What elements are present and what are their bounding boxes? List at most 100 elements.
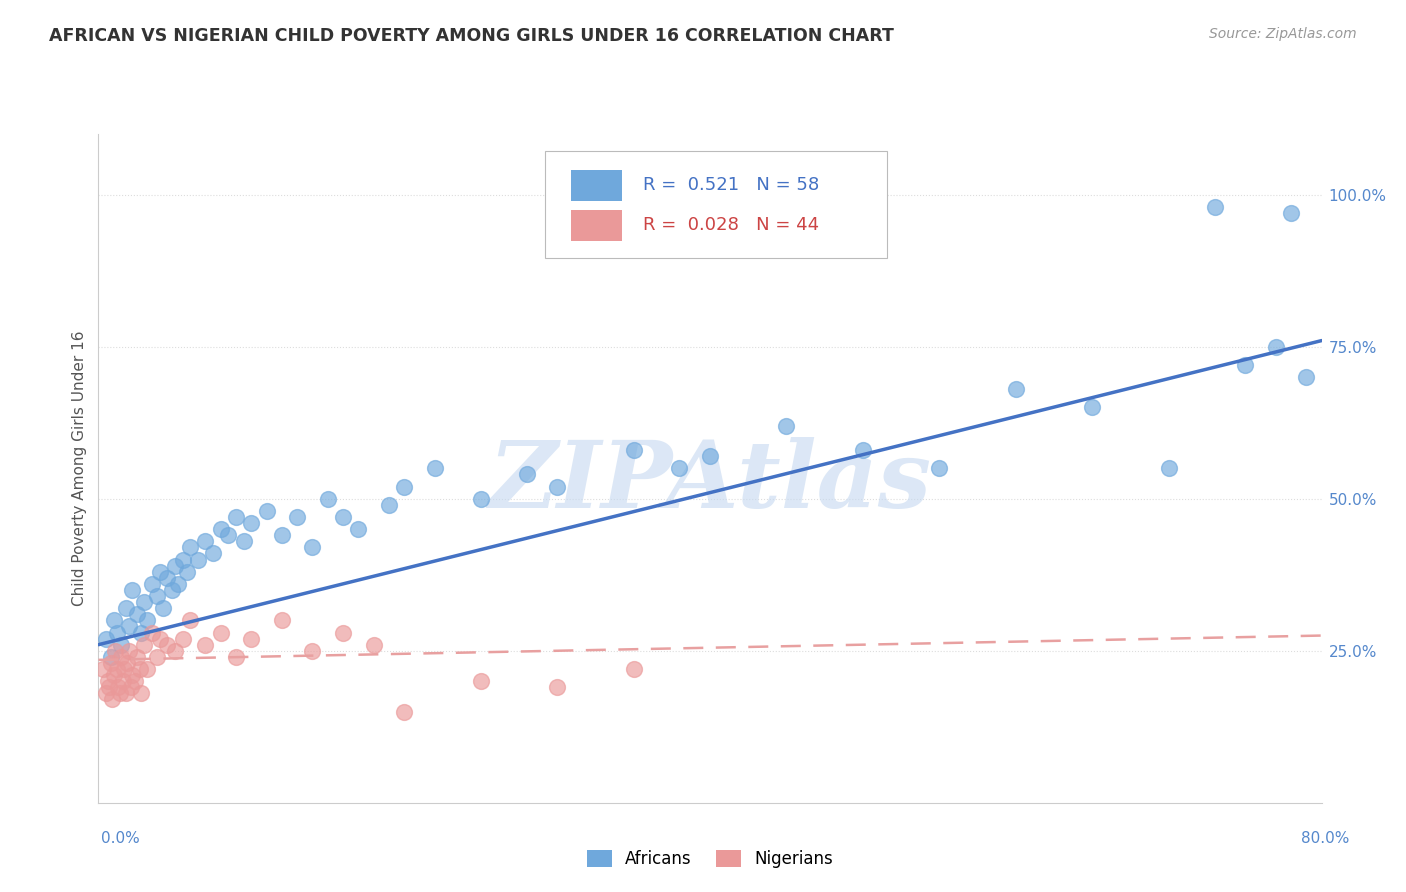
Point [256, 504, 278, 518]
Point [1157, 461, 1180, 475]
Point [1279, 206, 1302, 220]
Text: R =  0.028   N = 44: R = 0.028 N = 44 [643, 217, 818, 235]
Point [117, 656, 139, 670]
Point [232, 534, 254, 549]
Y-axis label: Child Poverty Among Girls Under 16: Child Poverty Among Girls Under 16 [72, 331, 87, 606]
Point [129, 686, 152, 700]
Point [94, 632, 117, 646]
Point [156, 571, 179, 585]
Point [134, 638, 156, 652]
Point [97, 674, 120, 689]
Point [332, 625, 354, 640]
Point [285, 510, 308, 524]
Point [623, 662, 645, 676]
Point [852, 443, 875, 458]
Point [124, 674, 146, 689]
Point [134, 595, 156, 609]
Point [118, 619, 141, 633]
Point [775, 418, 797, 433]
Point [1234, 358, 1257, 372]
Point [378, 498, 401, 512]
Point [112, 662, 135, 676]
Point [301, 644, 323, 658]
Point [172, 552, 194, 566]
Point [163, 644, 186, 658]
FancyBboxPatch shape [571, 170, 621, 201]
Point [149, 632, 172, 646]
Point [121, 582, 143, 597]
Point [103, 613, 125, 627]
Point [110, 638, 132, 652]
Point [179, 613, 201, 627]
Point [125, 649, 148, 664]
Point [546, 479, 568, 493]
Point [145, 649, 167, 664]
Point [141, 625, 163, 640]
Point [546, 680, 568, 694]
Point [332, 510, 354, 524]
Point [118, 644, 141, 658]
Point [470, 491, 492, 506]
Text: 0.0%: 0.0% [101, 831, 141, 846]
Point [699, 449, 721, 463]
Point [141, 577, 163, 591]
Point [270, 613, 294, 627]
Point [136, 662, 159, 676]
Text: AFRICAN VS NIGERIAN CHILD POVERTY AMONG GIRLS UNDER 16 CORRELATION CHART: AFRICAN VS NIGERIAN CHILD POVERTY AMONG … [49, 27, 894, 45]
Point [110, 649, 132, 664]
Point [240, 632, 263, 646]
Point [316, 491, 339, 506]
Point [111, 674, 134, 689]
FancyBboxPatch shape [546, 151, 887, 258]
Point [363, 638, 385, 652]
Point [98, 680, 121, 694]
Point [167, 577, 190, 591]
Point [1295, 370, 1317, 384]
Point [209, 625, 232, 640]
Point [120, 680, 142, 694]
Point [423, 461, 446, 475]
Point [103, 668, 125, 682]
Point [516, 467, 538, 482]
Point [115, 686, 138, 700]
Point [128, 662, 150, 676]
Point [100, 656, 122, 670]
Point [176, 565, 198, 579]
Point [225, 510, 247, 524]
Point [105, 662, 128, 676]
Point [94, 686, 117, 700]
Text: Source: ZipAtlas.com: Source: ZipAtlas.com [1209, 27, 1357, 41]
Point [470, 674, 492, 689]
Point [125, 607, 148, 622]
Point [160, 582, 183, 597]
Point [209, 522, 232, 536]
Point [270, 528, 294, 542]
Text: 80.0%: 80.0% [1302, 831, 1350, 846]
Point [1264, 340, 1286, 354]
Point [156, 638, 179, 652]
Text: R =  0.521   N = 58: R = 0.521 N = 58 [643, 177, 820, 194]
Text: ZIPAtlas: ZIPAtlas [488, 437, 932, 526]
Point [108, 686, 131, 700]
Point [668, 461, 690, 475]
Point [104, 644, 127, 658]
Point [301, 541, 323, 555]
Point [202, 546, 225, 560]
Point [217, 528, 239, 542]
Point [392, 479, 416, 493]
Point [105, 625, 128, 640]
Point [187, 552, 209, 566]
Point [149, 565, 172, 579]
Point [101, 692, 124, 706]
Point [240, 516, 263, 530]
Point [1081, 401, 1104, 415]
Point [225, 649, 247, 664]
Point [115, 601, 138, 615]
Point [107, 680, 129, 694]
Point [179, 541, 201, 555]
Point [136, 613, 159, 627]
Point [623, 443, 645, 458]
Point [1204, 200, 1226, 214]
Point [163, 558, 186, 573]
Point [1004, 382, 1026, 396]
